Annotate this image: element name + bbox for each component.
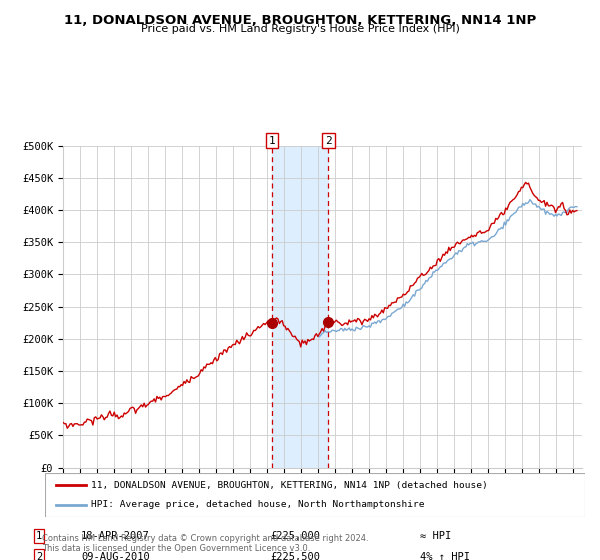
FancyBboxPatch shape: [45, 473, 585, 517]
Text: Contains HM Land Registry data © Crown copyright and database right 2024.
This d: Contains HM Land Registry data © Crown c…: [42, 534, 368, 553]
Text: 2: 2: [325, 136, 332, 146]
Text: 09-AUG-2010: 09-AUG-2010: [81, 552, 150, 560]
Text: Price paid vs. HM Land Registry's House Price Index (HPI): Price paid vs. HM Land Registry's House …: [140, 24, 460, 34]
Text: £225,500: £225,500: [270, 552, 320, 560]
Text: 11, DONALDSON AVENUE, BROUGHTON, KETTERING, NN14 1NP: 11, DONALDSON AVENUE, BROUGHTON, KETTERI…: [64, 14, 536, 27]
Text: HPI: Average price, detached house, North Northamptonshire: HPI: Average price, detached house, Nort…: [91, 501, 424, 510]
Text: 4% ↑ HPI: 4% ↑ HPI: [420, 552, 470, 560]
Text: 11, DONALDSON AVENUE, BROUGHTON, KETTERING, NN14 1NP (detached house): 11, DONALDSON AVENUE, BROUGHTON, KETTERI…: [91, 480, 488, 489]
Bar: [272, 146, 328, 468]
Text: £225,000: £225,000: [270, 531, 320, 541]
Text: ≈ HPI: ≈ HPI: [420, 531, 451, 541]
Text: 1: 1: [36, 531, 42, 541]
Text: 18-APR-2007: 18-APR-2007: [81, 531, 150, 541]
Text: 2: 2: [36, 552, 42, 560]
Text: 1: 1: [269, 136, 275, 146]
